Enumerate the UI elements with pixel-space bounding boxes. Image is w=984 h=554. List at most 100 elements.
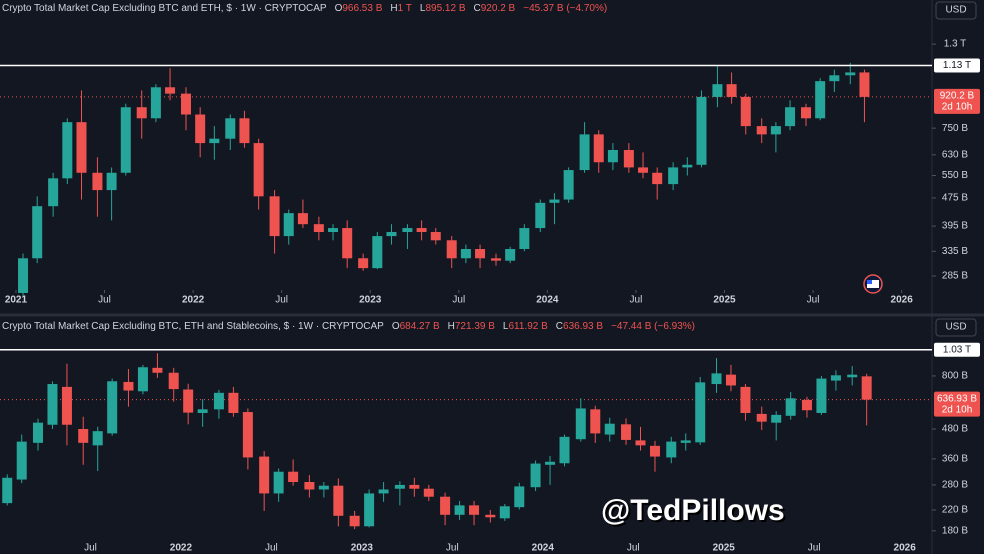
candle-body	[514, 486, 525, 508]
candle-body	[269, 196, 280, 237]
candle	[579, 122, 590, 173]
candle-body	[695, 382, 706, 443]
x-tick-label: Jul	[275, 295, 288, 306]
level-label: 1.13 T	[943, 60, 971, 71]
candle	[137, 364, 148, 395]
candle-body	[120, 107, 131, 173]
candle-body	[150, 87, 161, 119]
candle-body	[712, 84, 723, 97]
candle	[123, 369, 134, 407]
candle	[815, 78, 826, 121]
x-tick-label: Jul	[627, 543, 640, 554]
candle-body	[416, 228, 427, 233]
ohlc-value: 684.27 B	[400, 321, 440, 332]
x-tick-label: 2025	[713, 543, 736, 554]
y-tick-label: 550 B	[942, 170, 968, 181]
candle-body	[333, 485, 344, 516]
candle	[386, 224, 397, 245]
candle-body	[61, 386, 72, 425]
y-tick-label: 280 B	[942, 480, 968, 491]
candle-body	[328, 228, 339, 233]
candle-body	[18, 258, 29, 293]
candle-body	[62, 122, 73, 179]
x-tick-label: Jul	[84, 543, 97, 554]
ohlc-key: H	[448, 321, 455, 332]
candle-body	[273, 471, 284, 494]
last-price-box	[934, 88, 980, 114]
candle	[61, 363, 72, 446]
x-tick-label: 2024	[536, 295, 559, 306]
candle-body	[563, 170, 574, 200]
candle-body	[499, 506, 510, 519]
candle-body	[505, 249, 516, 261]
candle	[342, 220, 353, 269]
candle	[514, 482, 525, 510]
candle-body	[288, 471, 299, 483]
candle-body	[621, 424, 632, 440]
x-tick-label: 2025	[713, 295, 736, 306]
ohlc-key: O	[392, 321, 400, 332]
candle-body	[358, 258, 369, 269]
candle	[409, 477, 420, 497]
x-tick-label: Jul	[265, 543, 278, 554]
y-tick-label: 1.3 T	[944, 39, 967, 50]
ohlc-value: 636.93 B	[563, 321, 603, 332]
candle	[209, 126, 220, 160]
chart-pane: 1.3 T 750 B 630 B 550 B 475 B 395 B 335 B 285 B…	[0, 1, 980, 306]
candle-body	[861, 376, 872, 400]
candle	[485, 509, 496, 523]
candle	[740, 384, 751, 421]
chart-header: Crypto Total Market Cap Excluding BTC an…	[2, 3, 607, 14]
candle-body	[859, 72, 870, 97]
candle	[47, 381, 58, 429]
y-tick-label: 220 B	[942, 505, 968, 516]
candle	[48, 172, 59, 217]
candle-body	[666, 441, 677, 458]
candle-body	[76, 122, 87, 173]
candle	[623, 143, 634, 173]
candle	[475, 244, 486, 269]
candle	[313, 216, 324, 241]
level-label-box	[934, 342, 980, 357]
candle	[712, 65, 723, 108]
candle	[535, 199, 546, 233]
level-label: 1.03 T	[943, 344, 971, 355]
candle	[559, 434, 570, 467]
watermark-shadow: @TedPillows	[603, 496, 787, 529]
last-price-label: 920.2 B	[940, 91, 975, 102]
candle-body	[475, 249, 486, 259]
candle	[649, 440, 660, 472]
last-price-countdown: 2d 10h	[942, 102, 973, 113]
candle-body	[491, 258, 501, 261]
ohlc-key: H	[390, 3, 397, 14]
x-tick-label: Jul	[98, 295, 111, 306]
candle	[785, 392, 796, 420]
candle	[696, 90, 707, 168]
candle-body	[682, 164, 693, 168]
candle-body	[549, 199, 560, 203]
candle-body	[801, 107, 811, 119]
candle-body	[740, 96, 751, 127]
candle-body	[535, 202, 546, 229]
candle	[575, 398, 586, 442]
candle	[372, 232, 383, 270]
candle	[519, 224, 530, 252]
candle-body	[372, 236, 383, 269]
currency-label: USD	[945, 322, 966, 333]
chart-title: Crypto Total Market Cap Excluding BTC an…	[2, 3, 327, 14]
candle	[859, 69, 870, 123]
candle-body	[771, 414, 782, 423]
candle-body	[239, 118, 250, 144]
candle-body	[430, 232, 441, 241]
candle	[195, 107, 206, 158]
candle	[430, 228, 441, 245]
candle	[607, 143, 618, 171]
candle-body	[47, 384, 58, 425]
y-tick-label: 285 B	[942, 271, 968, 282]
candle-body	[136, 107, 147, 119]
candle	[349, 510, 360, 530]
candle-body	[519, 228, 530, 250]
candle-body	[801, 399, 812, 411]
candle-body	[559, 436, 570, 464]
candle-body	[183, 389, 194, 413]
